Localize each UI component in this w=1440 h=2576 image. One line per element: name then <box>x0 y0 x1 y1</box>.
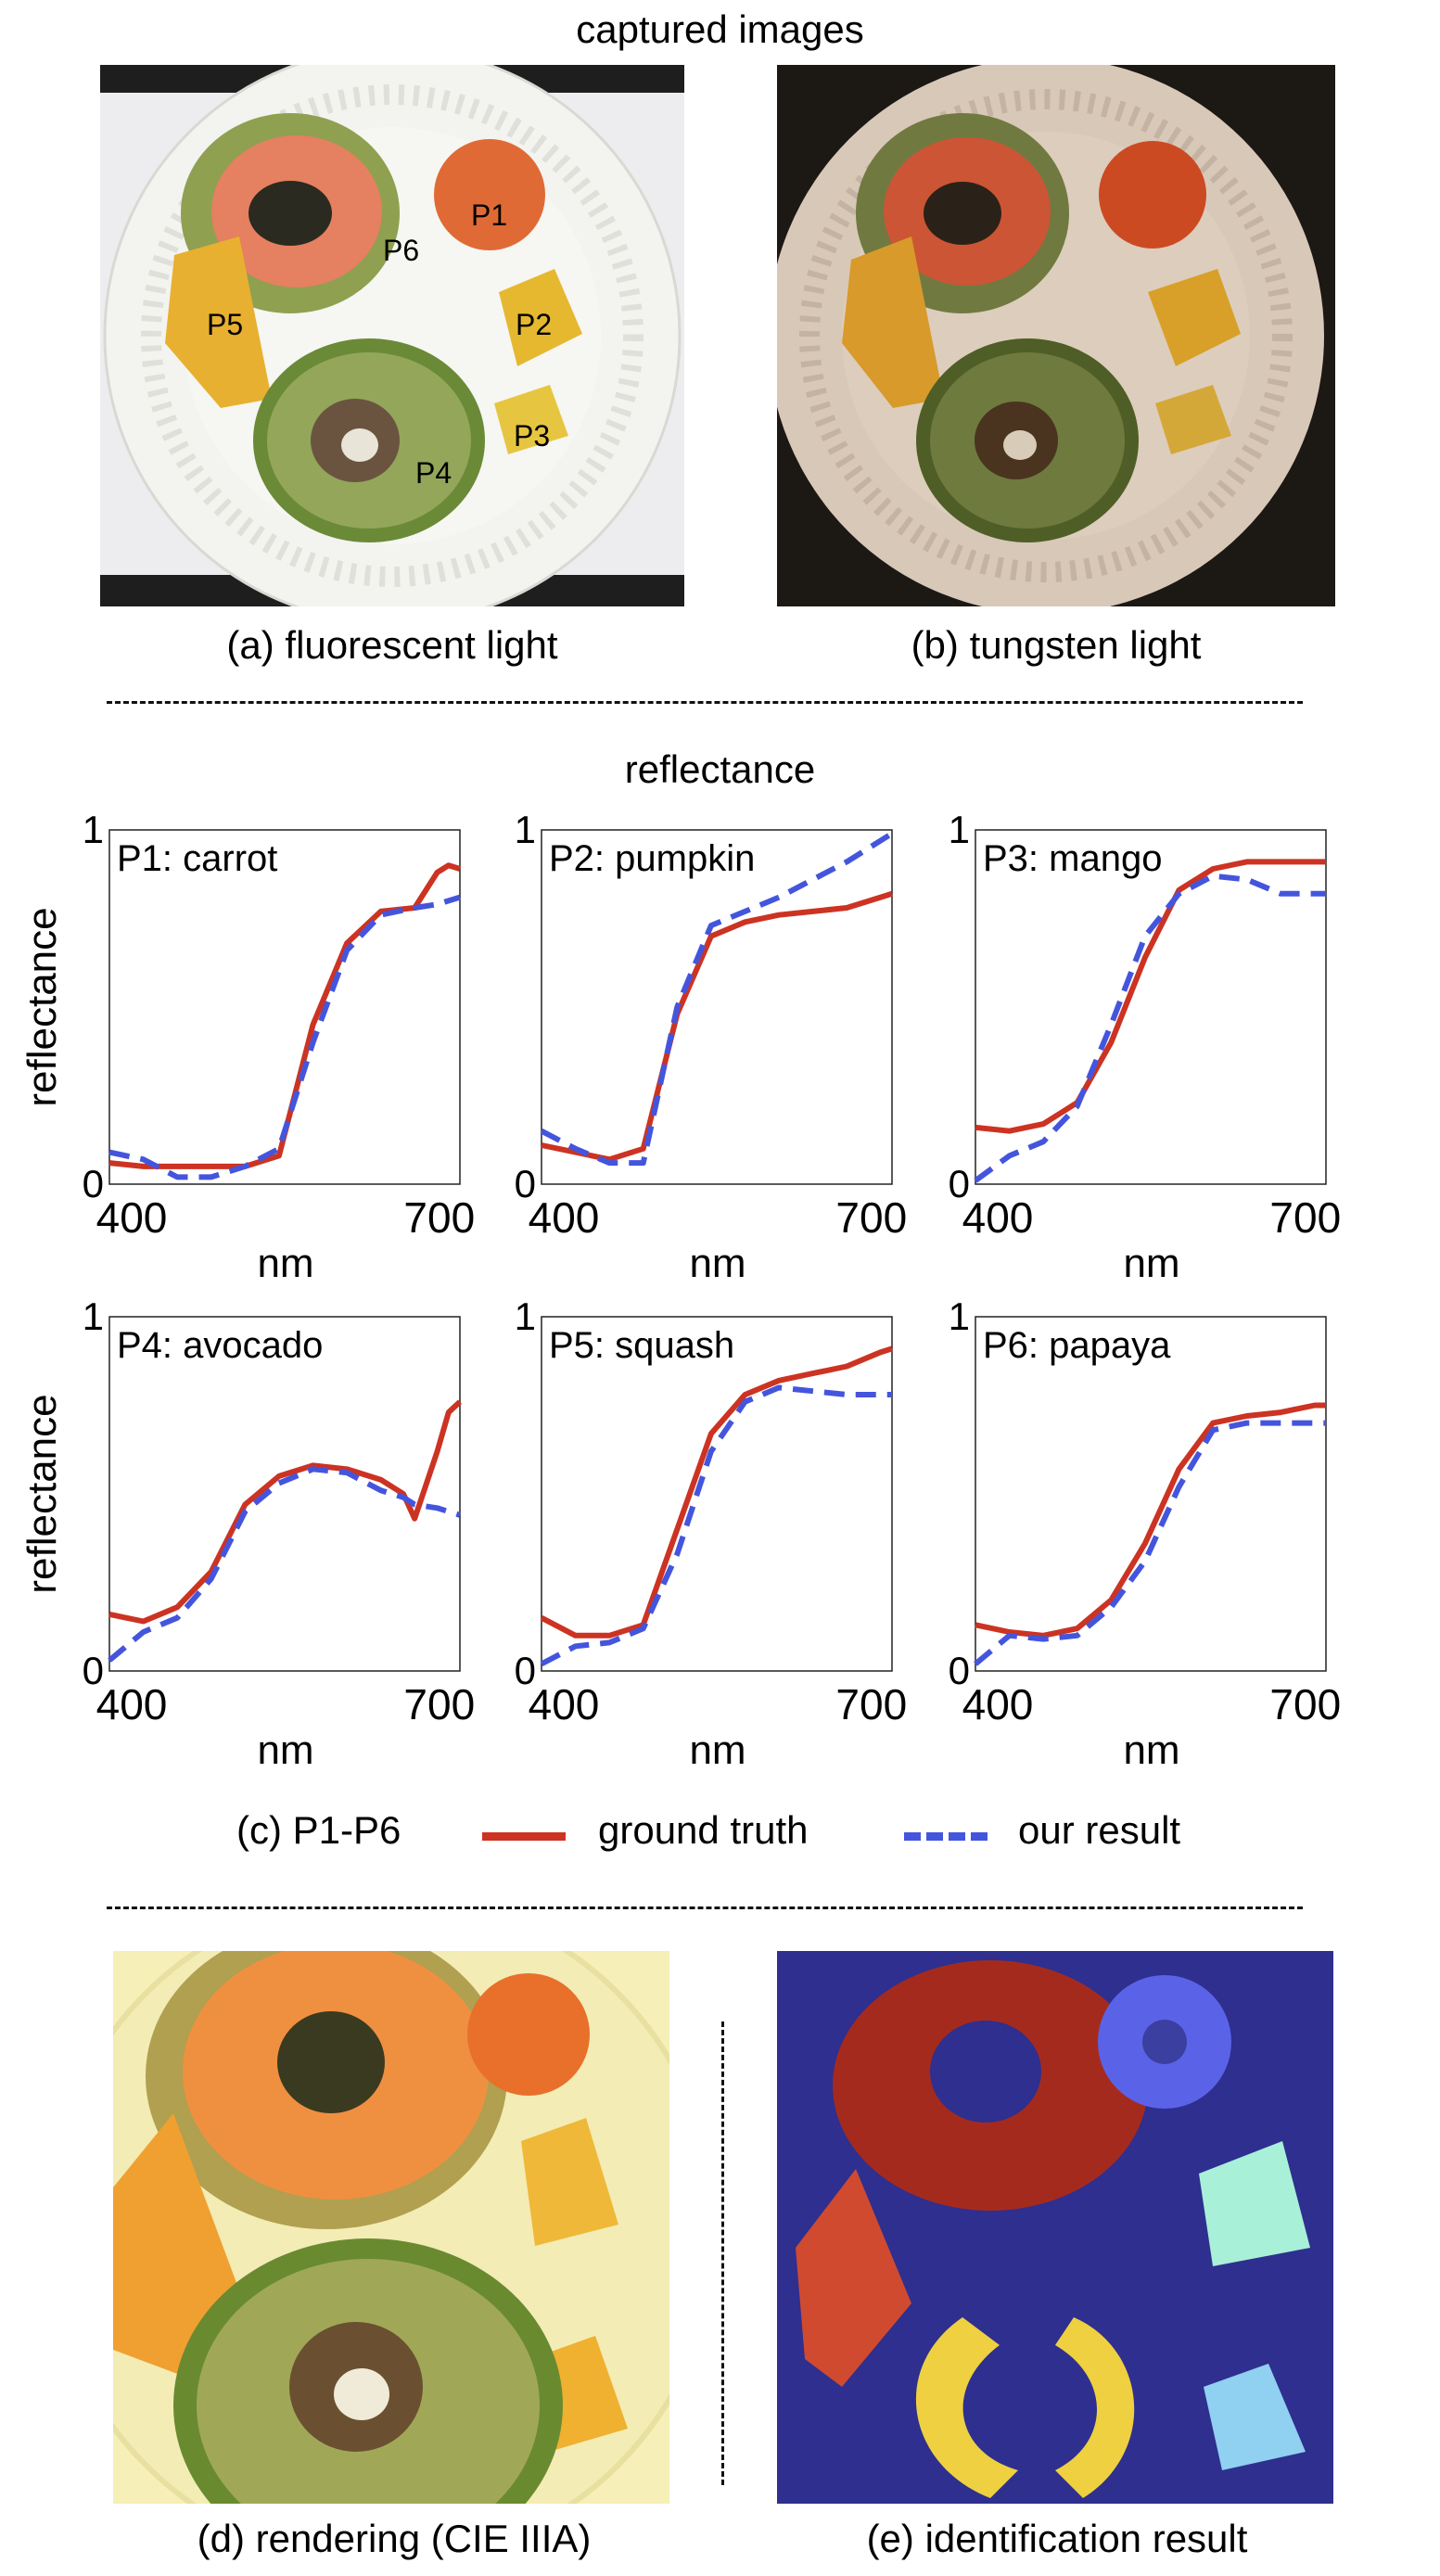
label-p2: P2 <box>516 308 553 341</box>
plot-4-ylabel: reflectance <box>19 1394 65 1593</box>
plot-5-series-our-result <box>540 1384 892 1667</box>
plot-5-title: P5: squash <box>549 1325 734 1366</box>
plot-6-series-our-result <box>974 1420 1326 1666</box>
plot-4-xtick-400: 400 <box>96 1680 168 1728</box>
plot-4-ytick-top: 1 <box>83 1294 104 1338</box>
caption-fluorescent: (a) fluorescent light <box>226 623 558 667</box>
plot-3-series-our-result <box>974 873 1326 1183</box>
label-p3: P3 <box>514 419 551 453</box>
plot-4-series-ground-truth <box>108 1399 463 1625</box>
photo-tungsten <box>777 65 1335 606</box>
legend-swatch-ground-truth <box>482 1832 566 1841</box>
label-p1: P1 <box>471 198 508 232</box>
plot-5-ytick-top: 1 <box>515 1294 536 1338</box>
label-p5: P5 <box>207 308 244 341</box>
plot-3-ytick-top: 1 <box>949 808 970 851</box>
plot-6-xlabel: nm <box>1123 1728 1179 1773</box>
plot-2-series-our-result <box>540 831 894 1167</box>
plot-1-ytick-top: 1 <box>83 808 104 851</box>
plot-4-frame <box>108 1316 461 1672</box>
legend: (c) P1-P6 ground truth our result <box>0 1808 1440 1864</box>
plot-5-xtick-700: 700 <box>835 1680 907 1728</box>
caption-identification: (e) identification result <box>866 2517 1248 2560</box>
plot-6-xtick-700: 700 <box>1269 1680 1341 1728</box>
plot-3-xtick-400: 400 <box>962 1193 1034 1242</box>
label-p6: P6 <box>383 234 420 267</box>
legend-swatch-our-result <box>904 1832 988 1841</box>
plot-1-xtick-400: 400 <box>96 1193 168 1242</box>
plot-2-frame <box>541 829 893 1185</box>
photo-tungsten-art <box>777 65 1335 606</box>
plot-5-xlabel: nm <box>689 1728 745 1773</box>
plot-3-xlabel: nm <box>1123 1241 1179 1286</box>
plot-2-xtick-400: 400 <box>529 1193 600 1242</box>
label-p4: P4 <box>415 456 452 490</box>
plot-1-xlabel: nm <box>257 1241 313 1286</box>
plot-6-frame <box>975 1316 1327 1672</box>
caption-tungsten: (b) tungsten light <box>911 623 1202 667</box>
plot-6-title: P6: papaya <box>983 1325 1171 1366</box>
plot-1-series-ground-truth <box>108 862 461 1169</box>
plot-5-frame <box>541 1316 893 1672</box>
plot-6-ytick-bottom: 0 <box>949 1649 970 1692</box>
divider-top <box>107 701 1303 704</box>
plot-6-ytick-top: 1 <box>949 1294 970 1338</box>
plot-2-ytick-bottom: 0 <box>515 1162 536 1205</box>
divider-vertical <box>721 2021 724 2485</box>
plot-1-ylabel: reflectance <box>19 907 65 1106</box>
photo-rendering-art <box>113 1951 669 2504</box>
plot-6-xtick-400: 400 <box>962 1680 1034 1728</box>
plot-2-xtick-700: 700 <box>835 1193 907 1242</box>
plot-3-series-ground-truth <box>975 859 1326 1134</box>
plot-4-xlabel: nm <box>257 1728 313 1773</box>
plot-3-frame <box>975 829 1327 1185</box>
plot-6-series-ground-truth <box>975 1402 1326 1639</box>
plot-3-xtick-700: 700 <box>1269 1193 1341 1242</box>
plot-2-ytick-top: 1 <box>515 808 536 851</box>
plot-1-ytick-bottom: 0 <box>83 1162 104 1205</box>
plot-2-title: P2: pumpkin <box>549 838 755 879</box>
plot-1-xtick-700: 700 <box>403 1193 475 1242</box>
plot-5-xtick-400: 400 <box>529 1680 600 1728</box>
plot-5-ytick-bottom: 0 <box>515 1649 536 1692</box>
plot-3-ytick-bottom: 0 <box>949 1162 970 1205</box>
photo-identification <box>777 1951 1333 2504</box>
plot-1-series-our-result <box>108 894 461 1180</box>
reflectance-title: reflectance <box>624 747 816 791</box>
plot-4-xtick-700: 700 <box>403 1680 475 1728</box>
plot-4-title: P4: avocado <box>117 1325 323 1366</box>
plot-1-title: P1: carrot <box>117 838 277 879</box>
plot-2-xlabel: nm <box>689 1241 745 1286</box>
photo-identification-art <box>777 1951 1333 2504</box>
photo-rendering <box>113 1951 669 2504</box>
caption-rendering: (d) rendering (CIE IIIA) <box>197 2517 592 2560</box>
legend-ground-truth: ground truth <box>598 1808 809 1852</box>
captured-images-title: captured images <box>576 7 864 51</box>
plot-4-ytick-bottom: 0 <box>83 1649 104 1692</box>
plot-4-series-our-result <box>108 1466 461 1663</box>
legend-our-result: our result <box>1018 1808 1181 1852</box>
legend-prefix: (c) P1-P6 <box>236 1808 401 1852</box>
plot-5-series-ground-truth <box>540 1345 893 1639</box>
plot-3-title: P3: mango <box>983 838 1162 879</box>
photo-fluorescent: P1 P2 P3 P4 P5 P6 <box>100 65 684 606</box>
photo-fluorescent-art <box>100 65 684 606</box>
divider-bottom <box>107 1906 1303 1909</box>
